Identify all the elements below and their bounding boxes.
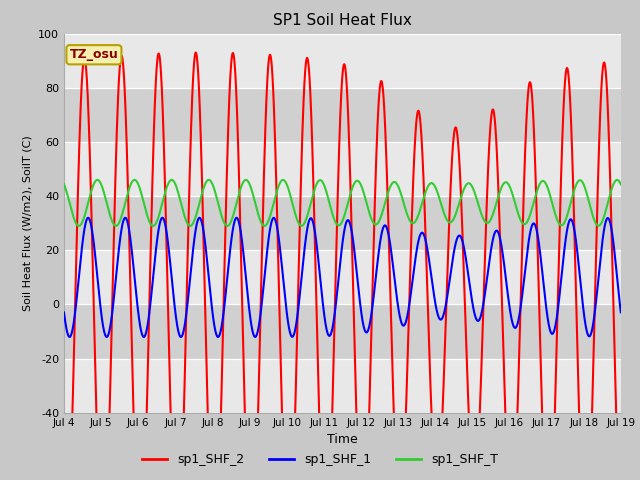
Title: SP1 Soil Heat Flux: SP1 Soil Heat Flux bbox=[273, 13, 412, 28]
sp1_SHF_2 bbox=[422, 256, 430, 262]
Y-axis label: Soil Heat Flux (W/m2), SoilT (C): Soil Heat Flux (W/m2), SoilT (C) bbox=[22, 135, 33, 311]
Text: TZ_osu: TZ_osu bbox=[70, 48, 118, 61]
sp1_SHF_T bbox=[60, 181, 68, 187]
sp1_SHF_T bbox=[394, 183, 402, 189]
sp1_SHF_T bbox=[273, 188, 281, 194]
Line: sp1_SHF_T: sp1_SHF_T bbox=[64, 180, 621, 226]
Bar bbox=[64, 250, 621, 304]
Line: sp1_SHF_2: sp1_SHF_2 bbox=[64, 53, 621, 480]
Bar bbox=[64, 196, 621, 250]
sp1_SHF_1 bbox=[66, 334, 74, 340]
sp1_SHF_1 bbox=[422, 241, 430, 247]
sp1_SHF_2 bbox=[476, 412, 483, 418]
sp1_SHF_T bbox=[518, 220, 526, 226]
Bar bbox=[64, 88, 621, 142]
sp1_SHF_T bbox=[617, 181, 625, 187]
sp1_SHF_1 bbox=[273, 224, 281, 229]
sp1_SHF_2 bbox=[192, 50, 200, 56]
sp1_SHF_1 bbox=[476, 316, 483, 322]
sp1_SHF_T bbox=[476, 206, 483, 212]
sp1_SHF_1 bbox=[518, 294, 526, 300]
sp1_SHF_2 bbox=[273, 206, 281, 212]
Bar bbox=[64, 359, 621, 413]
sp1_SHF_T bbox=[422, 187, 430, 193]
sp1_SHF_1 bbox=[122, 215, 129, 221]
sp1_SHF_2 bbox=[518, 250, 526, 255]
X-axis label: Time: Time bbox=[327, 433, 358, 446]
sp1_SHF_1 bbox=[617, 310, 625, 315]
Bar bbox=[64, 304, 621, 359]
Line: sp1_SHF_1: sp1_SHF_1 bbox=[64, 218, 621, 337]
sp1_SHF_T bbox=[93, 177, 101, 183]
sp1_SHF_1 bbox=[161, 222, 169, 228]
sp1_SHF_T bbox=[161, 189, 169, 194]
sp1_SHF_T bbox=[149, 223, 157, 229]
Bar bbox=[64, 142, 621, 196]
sp1_SHF_1 bbox=[60, 310, 68, 315]
sp1_SHF_1 bbox=[394, 304, 402, 310]
Legend: sp1_SHF_2, sp1_SHF_1, sp1_SHF_T: sp1_SHF_2, sp1_SHF_1, sp1_SHF_T bbox=[137, 448, 503, 471]
Bar bbox=[64, 34, 621, 88]
sp1_SHF_2 bbox=[161, 187, 169, 192]
